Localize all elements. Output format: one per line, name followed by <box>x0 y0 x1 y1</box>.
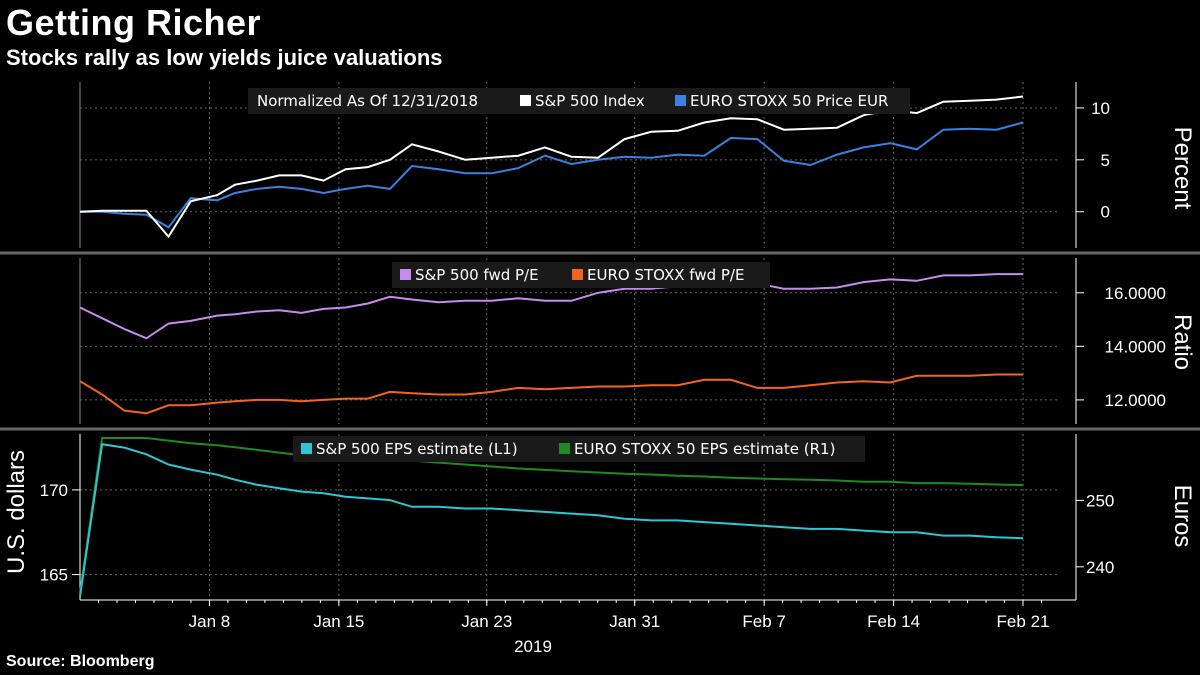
legend-label: S&P 500 EPS estimate (L1) <box>316 440 518 458</box>
y-tick-label: 12.0000 <box>1105 391 1166 410</box>
legend-label: EURO STOXX 50 Price EUR <box>690 92 888 110</box>
x-axis-label: 2019 <box>514 637 552 656</box>
chart-title: Getting Richer <box>6 2 262 43</box>
y-axis-title: U.S. dollars <box>3 450 30 574</box>
x-tick-label: Jan 23 <box>461 612 512 631</box>
source-note: Source: Bloomberg <box>6 653 155 670</box>
series-line-s-p-500-index <box>79 95 1024 239</box>
legend-box <box>248 88 910 114</box>
y-tick-label: 250 <box>1086 491 1114 510</box>
y-tick-label: 165 <box>40 566 68 585</box>
y-tick-label: 16.0000 <box>1105 284 1166 303</box>
x-tick-label: Feb 14 <box>867 612 920 631</box>
y-tick-label: 10 <box>1091 99 1110 118</box>
legend-swatch <box>572 269 583 280</box>
legend-label: EURO STOXX 50 EPS estimate (R1) <box>574 440 835 458</box>
x-tick-label: Jan 15 <box>313 612 364 631</box>
y-axis-title: Euros <box>1169 485 1196 548</box>
legend-header: Normalized As Of 12/31/2018 <box>257 92 478 110</box>
y-tick-label: 240 <box>1086 558 1114 577</box>
x-tick-label: Jan 8 <box>189 612 231 631</box>
chart-subtitle: Stocks rally as low yields juice valuati… <box>6 45 443 70</box>
legend-label: S&P 500 fwd P/E <box>415 266 539 284</box>
series-line-s-p-500-eps-estimate-l1- <box>79 443 1024 597</box>
y-tick-label: 5 <box>1101 151 1110 170</box>
legend-swatch <box>675 95 686 106</box>
x-tick-label: Feb 7 <box>742 612 785 631</box>
legend-swatch <box>301 443 312 454</box>
x-tick-label: Jan 31 <box>609 612 660 631</box>
y-tick-label: 0 <box>1101 203 1110 222</box>
y-tick-label: 14.0000 <box>1105 337 1166 356</box>
y-axis-title: Percent <box>1169 127 1196 210</box>
legend-label: EURO STOXX fwd P/E <box>587 266 744 284</box>
legend-label: S&P 500 Index <box>535 92 645 110</box>
legend-box <box>293 436 865 462</box>
series-line-euro-stoxx-fwd-p-e <box>79 373 1023 415</box>
legend-swatch <box>559 443 570 454</box>
legend-swatch <box>520 95 531 106</box>
y-tick-label: 170 <box>40 481 68 500</box>
series-line-euro-stoxx-50-eps-estimate-r1- <box>79 437 1024 594</box>
y-axis-title: Ratio <box>1169 314 1196 370</box>
legend-swatch <box>400 269 411 280</box>
x-tick-label: Feb 21 <box>997 612 1050 631</box>
series-line-euro-stoxx-50-price-eur <box>80 121 1024 229</box>
series-line-s-p-500-fwd-p-e <box>79 273 1023 340</box>
